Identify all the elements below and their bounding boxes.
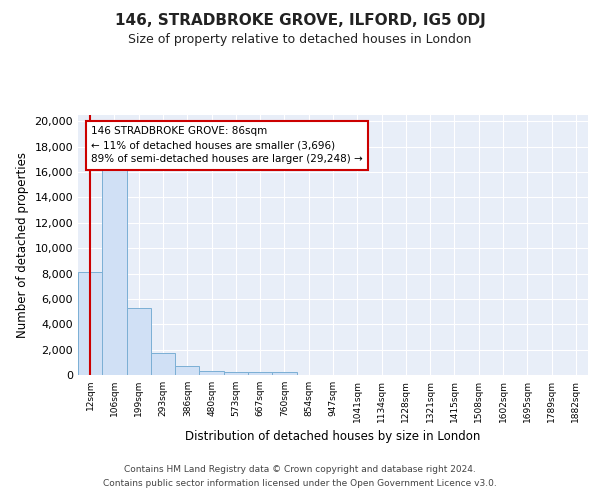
Bar [151, 353, 175, 375]
Bar [175, 366, 199, 375]
Text: Size of property relative to detached houses in London: Size of property relative to detached ho… [128, 32, 472, 46]
Y-axis label: Number of detached properties: Number of detached properties [16, 152, 29, 338]
Text: 146, STRADBROKE GROVE, ILFORD, IG5 0DJ: 146, STRADBROKE GROVE, ILFORD, IG5 0DJ [115, 12, 485, 28]
Bar [102, 164, 127, 375]
Bar [248, 372, 272, 375]
Text: 146 STRADBROKE GROVE: 86sqm
← 11% of detached houses are smaller (3,696)
89% of : 146 STRADBROKE GROVE: 86sqm ← 11% of det… [91, 126, 363, 164]
X-axis label: Distribution of detached houses by size in London: Distribution of detached houses by size … [185, 430, 481, 444]
Bar [224, 372, 248, 375]
Bar [199, 370, 224, 375]
Bar [272, 372, 296, 375]
Bar [78, 272, 102, 375]
Bar [127, 308, 151, 375]
Text: Contains HM Land Registry data © Crown copyright and database right 2024.
Contai: Contains HM Land Registry data © Crown c… [103, 466, 497, 487]
